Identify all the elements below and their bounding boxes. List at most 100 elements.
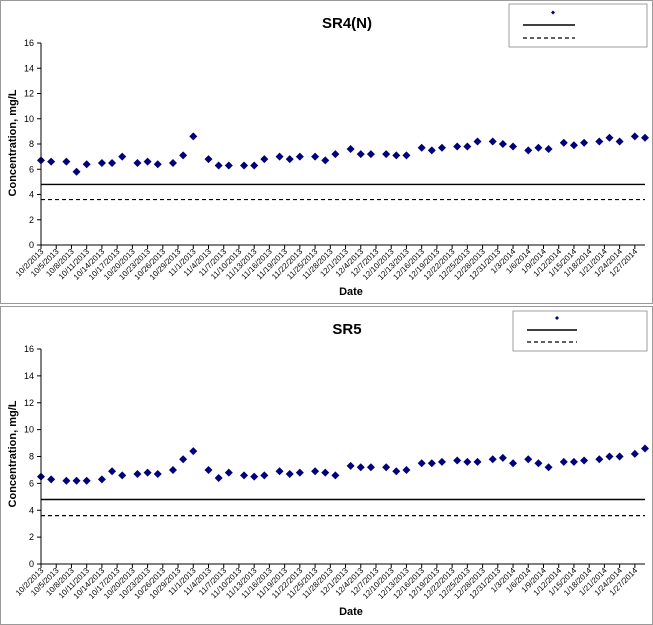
- data-point: [524, 455, 533, 464]
- data-point: [260, 471, 269, 480]
- data-point: [108, 467, 117, 476]
- data-point: [427, 146, 436, 155]
- data-point: [179, 151, 188, 160]
- x-ticks: 10/2/201310/5/201310/8/201310/11/201310/…: [14, 245, 640, 282]
- data-point: [615, 452, 624, 461]
- data-point: [240, 471, 249, 480]
- data-point: [463, 457, 472, 466]
- data-point: [559, 138, 568, 147]
- data-point: [240, 161, 249, 170]
- legend: [508, 3, 648, 48]
- data-point: [437, 457, 446, 466]
- data-point: [275, 467, 284, 476]
- data-point: [346, 461, 355, 470]
- data-point: [392, 151, 401, 160]
- y-tick-label: 16: [24, 344, 34, 354]
- data-point: [285, 469, 294, 478]
- y-tick-label: 0: [29, 559, 34, 569]
- data-point: [97, 158, 106, 167]
- data-point: [295, 468, 304, 477]
- chart-panel-sr5: SR5 Concentration, mg/L Date 0 2 4 6 8 10 12 14…: [0, 306, 653, 625]
- chart-title: SR5: [332, 321, 361, 338]
- data-point: [509, 459, 518, 468]
- data-point: [321, 156, 330, 165]
- y-axis-label: Concentration, mg/L: [7, 89, 19, 196]
- data-point: [580, 138, 589, 147]
- data-point: [285, 155, 294, 164]
- data-point: [168, 158, 177, 167]
- y-axis-label: Concentration, mg/L: [7, 400, 19, 507]
- y-tick-label: 4: [29, 505, 34, 515]
- data-point: [427, 459, 436, 468]
- data-point: [204, 155, 213, 164]
- legend: [512, 310, 648, 352]
- data-point: [133, 158, 142, 167]
- data-point: [473, 457, 482, 466]
- data-point: [133, 469, 142, 478]
- data-point: [498, 453, 507, 462]
- data-point: [356, 463, 365, 472]
- y-tick-label: 2: [29, 215, 34, 225]
- data-point: [153, 160, 162, 169]
- data-point: [595, 455, 604, 464]
- data-point: [204, 465, 213, 474]
- data-point: [311, 152, 320, 161]
- data-point: [118, 471, 127, 480]
- data-point: [605, 452, 614, 461]
- x-axis-label: Date: [339, 606, 363, 618]
- data-point: [630, 132, 639, 141]
- data-point: [402, 151, 411, 160]
- chart-svg: SR4(N) Concentration, mg/L Date 0 2 4 6 8 10 1…: [7, 3, 649, 298]
- chart-svg: SR5 Concentration, mg/L Date 0 2 4 6 8 10 12 14…: [7, 310, 649, 618]
- data-point: [559, 457, 568, 466]
- data-point: [275, 152, 284, 161]
- data-point: [214, 161, 223, 170]
- data-point: [331, 150, 340, 159]
- data-point: [153, 469, 162, 478]
- y-tick-label: 12: [24, 398, 34, 408]
- data-point: [260, 155, 269, 164]
- data-point: [417, 459, 426, 468]
- data-point: [382, 150, 391, 159]
- chart-title: SR4(N): [322, 15, 372, 32]
- data-point: [346, 145, 355, 154]
- legend-marker: [551, 10, 555, 15]
- data-point: [630, 449, 639, 458]
- data-point: [595, 137, 604, 146]
- data-point: [321, 468, 330, 477]
- y-tick-label: 10: [24, 114, 34, 124]
- data-point: [615, 137, 624, 146]
- data-point: [498, 140, 507, 148]
- data-point: [143, 157, 152, 166]
- data-point: [437, 143, 446, 152]
- data-point: [72, 167, 81, 176]
- y-tick-label: 14: [24, 63, 34, 73]
- y-ticks: 0 2 4 6 8 10 12 14 16: [24, 344, 41, 569]
- data-point: [72, 476, 81, 485]
- y-tick-label: 10: [24, 425, 34, 435]
- y-tick-label: 6: [29, 478, 34, 488]
- y-tick-label: 16: [24, 38, 34, 48]
- data-point: [473, 137, 482, 146]
- data-point: [605, 133, 614, 142]
- y-tick-label: 14: [24, 371, 34, 381]
- data-point: [580, 456, 589, 465]
- data-point: [392, 467, 401, 476]
- data-point: [168, 465, 177, 474]
- legend-box: [512, 310, 648, 352]
- data-point: [463, 142, 472, 151]
- data-point: [179, 455, 188, 464]
- data-point: [366, 150, 375, 159]
- y-ticks: 0 2 4 6 8 10 12 14 16: [24, 38, 41, 250]
- y-tick-label: 4: [29, 190, 34, 200]
- data-point: [488, 137, 497, 146]
- data-point: [641, 444, 649, 453]
- data-point: [417, 143, 426, 152]
- data-point: [224, 468, 233, 477]
- data-point: [544, 145, 553, 154]
- y-tick-label: 6: [29, 164, 34, 174]
- data-point: [453, 142, 462, 151]
- y-tick-label: 8: [29, 452, 34, 462]
- data-point: [62, 476, 71, 485]
- data-point: [366, 463, 375, 472]
